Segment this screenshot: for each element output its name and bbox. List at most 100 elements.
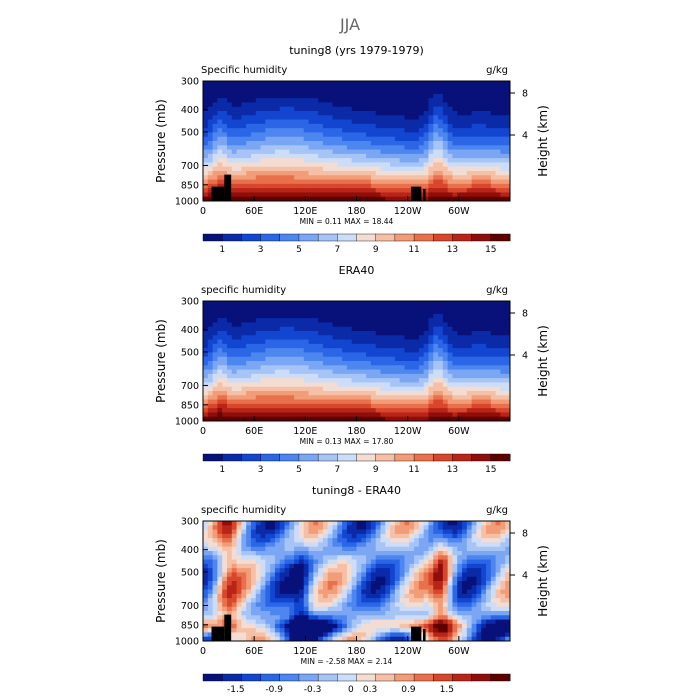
field-cell [303,559,309,565]
field-cell [212,98,218,103]
field-cell [351,123,357,129]
field-cell [486,179,492,185]
field-cell [380,141,386,146]
field-cell [481,555,487,560]
field-cell [390,313,396,319]
field-cell [203,318,209,323]
field-cell [226,365,233,370]
field-cell [385,192,391,198]
field-cell [318,136,324,142]
field-cell [404,348,410,353]
field-cell [428,399,434,405]
field-cell [390,166,396,172]
field-cell [274,81,281,86]
field-cell [486,373,492,379]
field-cell [260,352,266,358]
field-cell [298,339,305,345]
field-cell [462,572,468,578]
field-cell [207,115,213,120]
field-cell [308,309,314,315]
field-cell [394,318,401,323]
field-cell [207,555,213,560]
field-cell [462,305,468,310]
field-cell [471,179,477,185]
field-cell [495,343,501,349]
field-cell [313,102,319,108]
field-cell [452,111,458,116]
field-cell [385,145,391,150]
field-cell [212,183,218,189]
field-cell [380,158,386,163]
field-cell [438,128,444,133]
field-cell [457,408,463,413]
field-cell [438,542,444,548]
field-cell [361,322,367,328]
field-cell [289,593,295,599]
field-cell [279,136,285,142]
field-cell [250,572,257,578]
field-cell [380,192,386,198]
field-cell [255,192,261,198]
field-cell [346,538,353,543]
field-cell [279,602,285,608]
field-cell [356,542,362,548]
field-cell [303,542,309,548]
field-cell [207,572,213,578]
field-cell [222,106,228,112]
field-cell [226,145,233,150]
field-cell [270,93,276,99]
field-cell [466,162,473,168]
field-cell [452,309,458,315]
field-cell [327,339,333,345]
field-cell [308,343,314,349]
field-cell [486,378,492,383]
field-cell [423,408,429,413]
field-cell [279,373,285,379]
field-cell [294,593,300,599]
field-cell [337,128,343,133]
field-cell [318,581,324,586]
field-cell [284,123,290,129]
field-cell [298,602,305,608]
field-cell [231,81,237,86]
panel-title: tuning8 (yrs 1979-1979) [289,44,424,57]
field-cell [423,335,429,340]
field-cell [279,179,285,185]
field-cell [212,305,218,310]
field-cell [203,158,209,163]
field-cell [495,408,501,413]
field-cell [298,555,305,560]
field-cell [375,382,381,388]
field-cell [447,162,453,168]
field-cell [294,318,300,323]
field-cell [481,81,487,86]
field-cell [409,403,415,409]
field-cell [308,171,314,176]
field-cell [279,339,285,345]
field-cell [279,352,285,358]
field-cell [380,115,386,120]
field-cell [490,563,497,569]
field-cell [279,153,285,159]
field-cell [298,572,305,578]
field-cell [241,81,247,86]
field-cell [318,85,324,90]
field-cell [250,533,257,539]
field-cell [226,529,233,535]
field-cell [486,572,492,578]
field-cell [476,115,482,120]
min-max-label: MIN = 0.13 MAX = 17.80 [300,437,394,446]
field-cell [486,408,492,413]
field-cell [414,365,420,370]
field-cell [298,149,305,155]
field-cell [361,149,367,155]
field-cell [217,551,223,556]
field-cell [308,128,314,133]
field-cell [495,356,501,362]
field-cell [231,585,237,590]
field-cell [342,538,348,543]
field-cell [428,559,434,565]
field-cell [366,598,372,603]
field-cell [457,175,463,180]
field-cell [250,589,257,595]
